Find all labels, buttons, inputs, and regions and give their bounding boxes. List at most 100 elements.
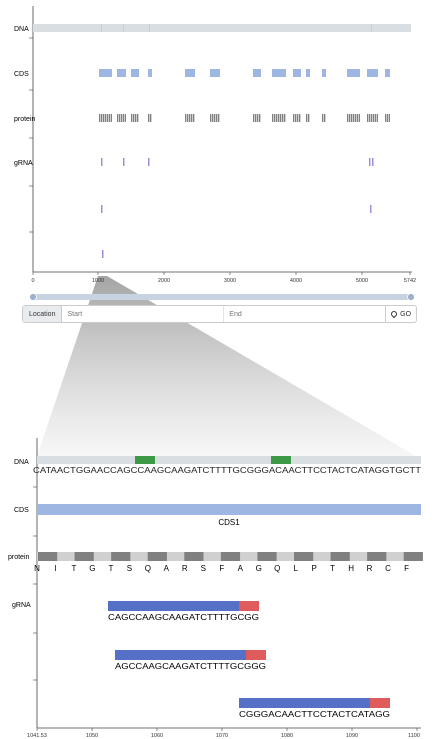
overview-tick-label: 4000 <box>290 278 302 284</box>
protein-residue-letter: R <box>367 564 373 573</box>
grna-sequence: CAGCCAAGCAAGATCTTTTGCGG <box>108 613 259 622</box>
detail-label-grna: gRNA <box>12 602 31 609</box>
overview-protein-blocks <box>99 114 390 122</box>
overview-protein-stripe <box>351 114 352 122</box>
location-label: Location <box>23 306 63 322</box>
start-input[interactable] <box>62 306 224 322</box>
overview-cds-block <box>185 69 195 77</box>
overview-protein-stripe <box>259 114 260 122</box>
overview-label-protein: protein <box>14 116 36 123</box>
overview-label-grna: gRNA <box>14 160 33 167</box>
overview-protein-stripe <box>297 114 298 122</box>
detail-tick-label: 1050 <box>86 733 98 739</box>
overview-protein-stripe <box>355 114 356 122</box>
protein-residue-letter: F <box>404 564 409 573</box>
overview-cds-block <box>367 69 378 77</box>
protein-residue-block <box>367 552 387 561</box>
dna-sequence: CATAACTGGAACCAGCCAAGCAAGATCTTTTGCGGGACAA… <box>33 466 421 475</box>
overview-protein-stripe <box>282 114 283 122</box>
grna-pam[interactable] <box>370 698 390 708</box>
grna-body[interactable] <box>115 650 246 660</box>
protein-residue-block <box>38 552 58 561</box>
overview-protein-stripe <box>367 114 368 122</box>
protein-residue-letter: T <box>330 564 335 573</box>
overview-protein-stripe <box>280 114 281 122</box>
overview-protein-stripe <box>99 114 100 122</box>
overview-protein-stripe <box>278 114 279 122</box>
overview-label-cds: CDS <box>14 71 29 78</box>
overview-cds-block <box>272 69 286 77</box>
protein-residue-block <box>220 552 241 561</box>
grna-body[interactable] <box>108 601 239 611</box>
protein-residue-letter: F <box>219 564 224 573</box>
overview-protein-stripe <box>371 114 372 122</box>
overview-protein-stripe <box>299 114 300 122</box>
overview-grna-tick <box>370 205 372 213</box>
map-pin-icon <box>389 309 399 319</box>
overview-protein-stripe <box>389 114 390 122</box>
overview-tick-label: 1000 <box>92 278 104 284</box>
end-input[interactable] <box>223 306 386 322</box>
location-search-bar: Location GO <box>22 305 417 323</box>
protein-residue-block <box>330 552 350 561</box>
overview-protein-stripe <box>369 114 370 122</box>
detail-tick-label: 1060 <box>151 733 163 739</box>
detail-tick-label: 1070 <box>216 733 228 739</box>
overview-protein-stripe <box>125 114 126 122</box>
overview-protein-stripe <box>121 114 122 122</box>
overview-protein-stripe <box>135 114 136 122</box>
overview-protein-stripe <box>357 114 358 122</box>
protein-residue-letter: G <box>89 564 95 573</box>
overview-protein-stripe <box>387 114 388 122</box>
protein-residue-letter: L <box>293 564 298 573</box>
overview-cds-block <box>306 69 310 77</box>
overview-tick-label: 2000 <box>158 278 170 284</box>
detail-x-axis: 1041.53 1050 1060 1070 1080 1090 1100 <box>27 728 420 739</box>
overview-protein-stripe <box>276 114 277 122</box>
dna-highlight <box>271 456 291 464</box>
overview-protein-stripe <box>216 114 217 122</box>
grna-body[interactable] <box>239 698 370 708</box>
detail-grna-3: CGGGACAACTTCCTACTCATAGG <box>239 698 390 719</box>
protein-residue-letter: P <box>311 564 316 573</box>
overview-protein-stripe <box>210 114 211 122</box>
go-button[interactable]: GO <box>385 306 416 322</box>
protein-residue-block <box>257 552 277 561</box>
grna-pam[interactable] <box>246 650 266 660</box>
range-slider-right-handle[interactable] <box>407 293 415 301</box>
protein-residue-letter: T <box>108 564 113 573</box>
detail-tick-label: 1090 <box>346 733 358 739</box>
overview-protein-stripe <box>324 114 325 122</box>
range-slider-track[interactable] <box>33 294 412 300</box>
overview-grna-tick <box>369 158 371 166</box>
overview-protein-stripe <box>117 114 118 122</box>
grna-sequence: AGCCAAGCAAGATCTTTTGCGGG <box>115 662 266 671</box>
detail-tick-label: 1100 <box>408 733 420 739</box>
overview-protein-stripe <box>253 114 254 122</box>
detail-panel: DNA CDS protein gRNA CATAACTGGAACCAGCCAA… <box>8 438 423 739</box>
overview-cds-block <box>322 69 326 77</box>
overview-protein-stripe <box>185 114 186 122</box>
protein-residue-letter: A <box>164 564 170 573</box>
overview-cds-block <box>131 69 139 77</box>
zoom-region <box>36 276 421 459</box>
overview-protein-stripe <box>377 114 378 122</box>
detail-cds-bar[interactable] <box>37 504 421 515</box>
overview-cds-block <box>347 69 360 77</box>
overview-protein-stripe <box>359 114 360 122</box>
overview-cds-block <box>148 69 152 77</box>
overview-cds-blocks <box>99 69 390 77</box>
overview-grna-tick <box>101 205 103 213</box>
cds-name: CDS1 <box>218 518 240 527</box>
overview-protein-stripe <box>148 114 149 122</box>
grna-pam[interactable] <box>239 601 259 611</box>
protein-residue-letter: A <box>238 564 244 573</box>
overview-grna-tick <box>148 158 150 166</box>
range-slider-left-handle[interactable] <box>29 293 37 301</box>
overview-protein-stripe <box>123 114 124 122</box>
overview-cds-block <box>99 69 112 77</box>
overview-protein-stripe <box>347 114 348 122</box>
protein-residue-letter: H <box>348 564 354 573</box>
protein-residue-letter: T <box>72 564 77 573</box>
